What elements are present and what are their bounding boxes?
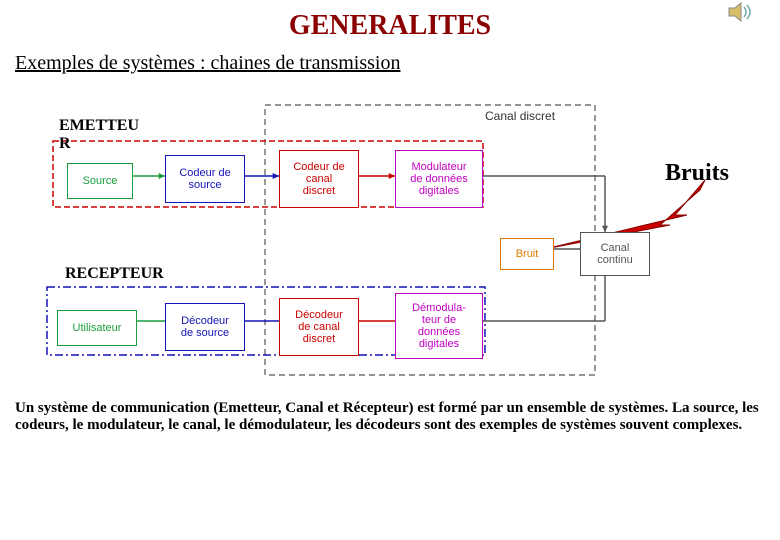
bruits-label: Bruits xyxy=(665,160,729,187)
emetteur-label: EMETTEU R xyxy=(59,117,139,153)
node-utilisateur: Utilisateur xyxy=(57,310,137,346)
node-source: Source xyxy=(67,163,133,199)
canal-discret-label: Canal discret xyxy=(485,109,555,123)
recepteur-label: RECEPTEUR xyxy=(65,265,164,283)
node-canal_cont: Canal continu xyxy=(580,232,650,276)
transmission-diagram: Source Codeur de source Codeur de canal di… xyxy=(25,95,765,385)
speaker-icon xyxy=(727,0,755,24)
node-modulateur: Modulateur de données digitales xyxy=(395,150,483,208)
node-dec_canal: Décodeur de canal discret xyxy=(279,298,359,356)
node-bruit: Bruit xyxy=(500,238,554,270)
node-demod: Démodula- teur de données digitales xyxy=(395,293,483,359)
node-cod_src: Codeur de source xyxy=(165,155,245,203)
node-dec_src: Décodeur de source xyxy=(165,303,245,351)
page-title: GENERALITES xyxy=(15,10,765,42)
subtitle: Exemples de systèmes : chaines de transm… xyxy=(15,52,765,75)
node-cod_canal: Codeur de canal discret xyxy=(279,150,359,208)
footer-text: Un système de communication (Emetteur, C… xyxy=(15,400,765,434)
